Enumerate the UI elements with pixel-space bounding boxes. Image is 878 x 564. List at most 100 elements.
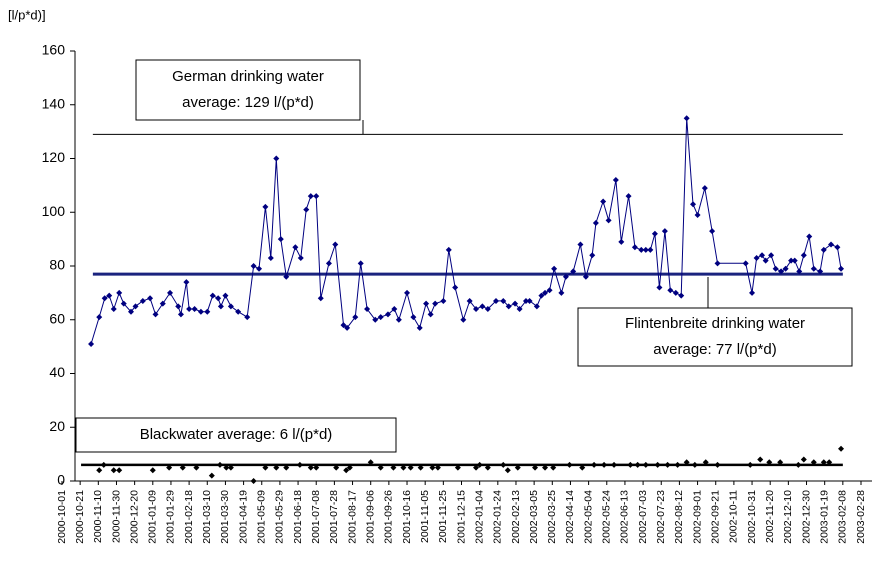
data-point: [661, 228, 668, 235]
data-point: [427, 311, 434, 318]
annotation-box: [135, 59, 361, 121]
data-point: [364, 306, 371, 312]
x-tick-label: 2002-10-11: [728, 490, 740, 543]
data-point: [283, 464, 290, 471]
y-tick-label: 60: [49, 310, 65, 326]
x-tick-label: 2002-01-04: [473, 490, 485, 544]
data-point: [440, 297, 447, 304]
data-point: [504, 467, 511, 474]
x-tick-label: 2002-05-24: [601, 490, 613, 544]
data-point: [591, 461, 598, 468]
data-point: [667, 287, 674, 294]
x-tick-label: 2001-01-09: [147, 490, 159, 544]
data-point: [250, 263, 257, 269]
data-point: [690, 201, 697, 208]
data-point: [542, 289, 549, 296]
data-point: [742, 260, 749, 267]
data-point: [179, 464, 186, 471]
data-point: [800, 456, 807, 463]
data-point: [357, 260, 364, 267]
x-tick-label: 2001-02-18: [183, 490, 195, 544]
data-point: [313, 464, 320, 471]
data-point: [672, 289, 679, 296]
y-tick-label: 0: [57, 472, 65, 488]
data-point: [618, 238, 625, 245]
data-point: [810, 265, 817, 272]
data-point: [817, 268, 824, 275]
x-tick-label: 2003-02-08: [837, 490, 849, 544]
x-tick-label: 2002-04-14: [564, 490, 576, 544]
data-point: [532, 464, 539, 471]
x-tick-label: 2000-12-20: [128, 490, 140, 544]
data-point: [664, 461, 671, 468]
x-tick-label: 2001-09-26: [383, 490, 395, 544]
data-point: [550, 464, 557, 471]
data-point: [217, 303, 224, 310]
data-point: [267, 254, 274, 261]
data-point: [209, 292, 216, 299]
y-tick-label: 40: [49, 364, 65, 380]
data-point: [346, 464, 353, 471]
data-point: [838, 265, 845, 272]
data-point: [417, 464, 424, 471]
x-tick-label: 2001-07-28: [328, 490, 340, 544]
data-point: [674, 461, 681, 468]
data-point: [273, 155, 280, 162]
x-tick-label: 2000-11-10: [92, 490, 104, 543]
data-point: [372, 316, 379, 323]
data-point: [96, 314, 103, 321]
data-point: [191, 306, 198, 312]
data-point: [694, 211, 701, 218]
data-point: [678, 292, 685, 299]
x-tick-label: 2001-12-15: [455, 490, 467, 544]
data-point: [589, 252, 596, 259]
data-point: [473, 464, 480, 471]
data-point: [562, 273, 569, 280]
data-point: [404, 289, 411, 296]
data-point: [654, 461, 661, 468]
x-tick-label: 2001-06-18: [292, 490, 304, 544]
data-point: [753, 254, 760, 261]
data-point: [473, 306, 480, 312]
data-point: [186, 306, 193, 312]
data-point: [709, 228, 716, 235]
data-point: [460, 316, 467, 323]
data-point: [516, 306, 523, 312]
x-tick-label: 2001-05-29: [274, 490, 286, 544]
data-point: [120, 300, 127, 307]
data-point: [391, 306, 398, 312]
data-point: [466, 297, 473, 304]
data-point: [656, 284, 663, 291]
annotation-box: [577, 307, 853, 367]
data-point: [834, 244, 841, 251]
data-point: [250, 478, 257, 484]
data-point: [800, 252, 807, 259]
data-point: [297, 254, 304, 261]
data-point: [526, 297, 533, 304]
data-point: [175, 303, 182, 310]
data-point: [147, 295, 154, 302]
data-point: [505, 303, 512, 310]
data-point: [325, 260, 332, 267]
data-point: [702, 459, 709, 466]
data-point: [566, 461, 573, 468]
data-point: [500, 297, 507, 304]
data-point: [782, 265, 789, 272]
x-tick-label: 2002-05-04: [582, 490, 594, 544]
data-point: [110, 467, 117, 474]
data-point: [410, 314, 417, 321]
data-point: [106, 292, 113, 299]
data-point: [538, 292, 545, 299]
y-axis-label: [l/p*d)]: [8, 7, 46, 22]
data-point: [227, 464, 234, 471]
x-tick-label: 2001-07-08: [310, 490, 322, 544]
data-point: [651, 230, 658, 237]
data-point: [479, 303, 486, 310]
data-point: [367, 459, 374, 466]
data-point: [500, 461, 507, 468]
x-tick-label: 2002-12-10: [782, 490, 794, 544]
x-tick-label: 2000-10-01: [56, 490, 68, 544]
data-point: [826, 459, 833, 466]
data-point: [390, 464, 397, 471]
data-point: [601, 461, 608, 468]
